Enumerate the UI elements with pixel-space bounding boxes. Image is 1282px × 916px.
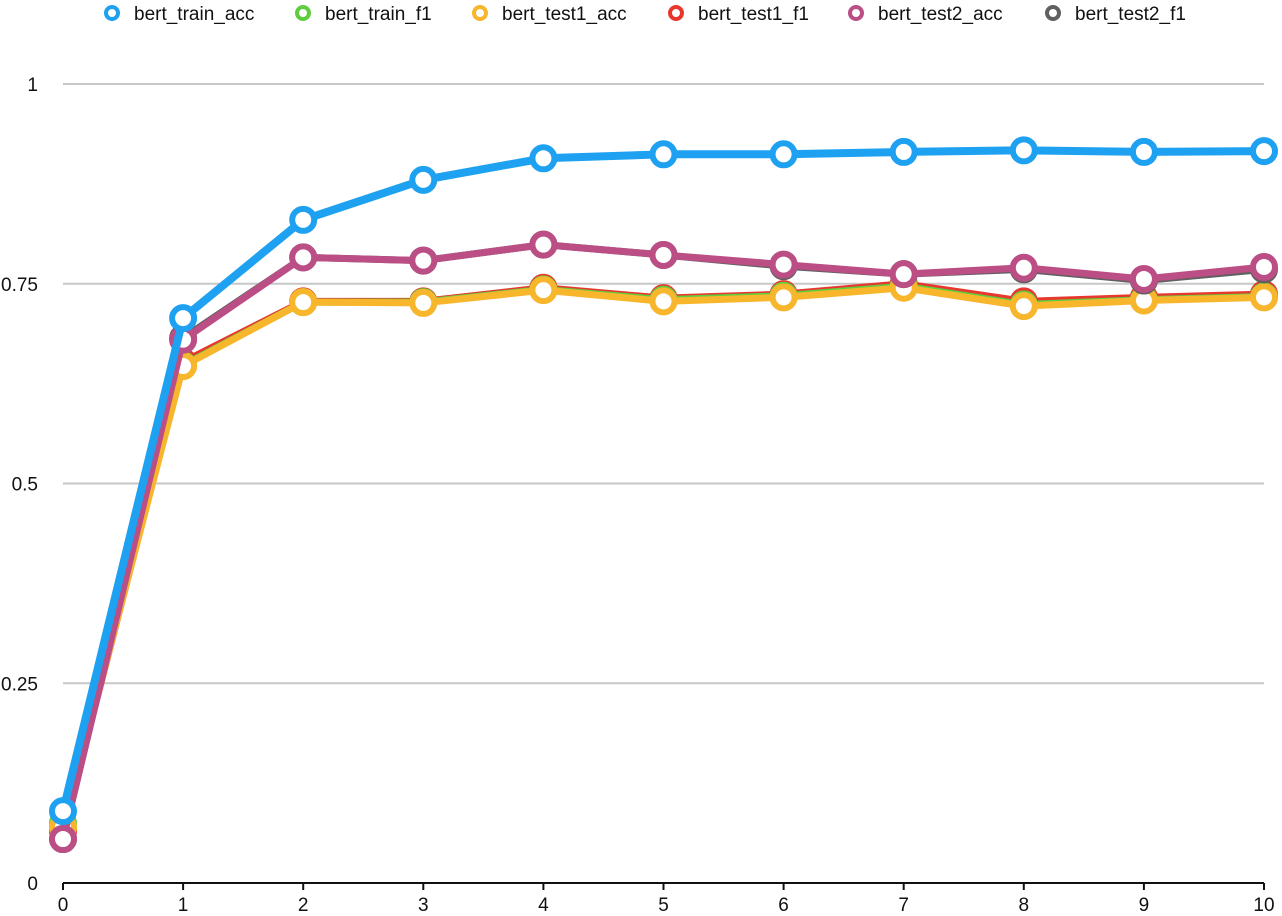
grid-layer xyxy=(63,83,1264,685)
legend[interactable]: bert_train_acc bert_train_f1 bert_test1_ac… xyxy=(104,4,1186,25)
data-point xyxy=(1250,252,1278,281)
data-point xyxy=(1129,137,1158,166)
data-point xyxy=(769,283,798,312)
data-point xyxy=(1250,137,1278,166)
x-tick-label: 9 xyxy=(1139,895,1150,916)
legend-item-bert-train-acc[interactable]: bert_train_acc xyxy=(104,4,254,25)
data-point xyxy=(1009,292,1038,321)
x-tick-label: 4 xyxy=(538,895,549,916)
series-bert-test1-f1 xyxy=(49,269,1278,846)
data-point xyxy=(1009,136,1038,165)
data-point xyxy=(529,144,558,173)
data-point xyxy=(889,260,918,289)
x-tick-label: 2 xyxy=(298,895,309,916)
series-bert-test1-acc xyxy=(49,273,1278,842)
legend-marker xyxy=(1045,5,1061,21)
data-point xyxy=(409,165,438,194)
data-point xyxy=(769,140,798,169)
series-line xyxy=(59,284,1268,831)
data-point xyxy=(649,287,678,316)
legend-item-bert-test1-acc[interactable]: bert_test1_acc xyxy=(472,4,627,25)
x-tick-label: 7 xyxy=(898,895,909,916)
data-point xyxy=(889,137,918,166)
legend-item-bert-test2-f1[interactable]: bert_test2_f1 xyxy=(1045,4,1186,25)
data-point xyxy=(49,797,77,826)
data-point xyxy=(289,243,318,272)
data-point xyxy=(1009,253,1038,282)
x-tick-label: 8 xyxy=(1019,895,1030,916)
legend-item-bert-train-f1[interactable]: bert_train_f1 xyxy=(295,4,432,25)
legend-marker xyxy=(668,5,684,21)
legend-item-bert-test1-f1[interactable]: bert_test1_f1 xyxy=(668,4,809,25)
legend-marker xyxy=(472,5,488,21)
series-bert-train-acc xyxy=(49,136,1278,826)
x-tick-label: 0 xyxy=(58,895,69,916)
data-point xyxy=(289,205,318,234)
series-bert-test2-acc xyxy=(49,230,1278,854)
series-bert-test2-f1 xyxy=(49,230,1278,854)
legend-label: bert_test1_acc xyxy=(502,4,627,25)
legend-label: bert_train_f1 xyxy=(325,4,432,25)
y-tick-label: 0.5 xyxy=(12,475,38,496)
y-tick-label: 1 xyxy=(27,75,38,96)
legend-marker xyxy=(104,5,120,21)
legend-label: bert_test2_acc xyxy=(878,4,1003,25)
data-point xyxy=(1250,283,1278,312)
data-point xyxy=(49,825,77,854)
series-layer xyxy=(49,136,1278,854)
legend-marker xyxy=(295,5,311,21)
data-point xyxy=(529,230,558,259)
data-point xyxy=(409,246,438,275)
series-line xyxy=(59,280,1268,835)
data-point xyxy=(1129,264,1158,293)
x-tick-label: 3 xyxy=(418,895,429,916)
x-tick-label: 6 xyxy=(778,895,789,916)
series-bert-train-f1 xyxy=(49,272,1278,838)
y-tick-label: 0.75 xyxy=(1,275,38,296)
data-point xyxy=(769,250,798,279)
data-point xyxy=(649,140,678,169)
data-point xyxy=(529,276,558,305)
x-tick-label: 5 xyxy=(658,895,669,916)
legend-label: bert_train_acc xyxy=(134,4,254,25)
data-point xyxy=(169,304,198,333)
series-line xyxy=(59,282,1268,827)
x-tick-label: 1 xyxy=(178,895,189,916)
y-tick-label: 0.25 xyxy=(1,674,38,695)
x-tick-label: 10 xyxy=(1253,895,1274,916)
legend-label: bert_test2_f1 xyxy=(1075,4,1186,25)
data-point xyxy=(649,240,678,269)
legend-item-bert-test2-acc[interactable]: bert_test2_acc xyxy=(848,4,1003,25)
data-point xyxy=(409,288,438,317)
data-point xyxy=(289,288,318,317)
legend-label: bert_test1_f1 xyxy=(698,4,809,25)
y-tick-label: 0 xyxy=(27,874,38,895)
legend-marker xyxy=(848,5,864,21)
